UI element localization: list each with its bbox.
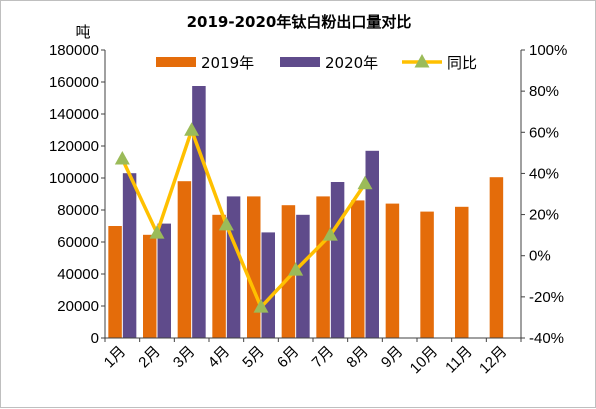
- right-tick-label: 20%: [529, 207, 559, 224]
- right-tick-label: 100%: [529, 42, 567, 59]
- yoy-point-marker: [322, 227, 338, 241]
- legend-label: 同比: [447, 54, 477, 72]
- right-tick-label: -20%: [529, 289, 564, 306]
- bars: [108, 86, 504, 338]
- left-tick-label: 180000: [49, 42, 99, 59]
- x-category-label: 10月: [407, 343, 441, 377]
- right-tick-label: -40%: [529, 330, 564, 347]
- left-tick-label: 40000: [57, 266, 99, 283]
- x-category-label: 1月: [101, 343, 130, 372]
- bar-2020年: [122, 173, 137, 338]
- left-tick-label: 160000: [49, 74, 99, 91]
- yoy-point-marker: [218, 216, 234, 231]
- left-tick-label: 100000: [49, 170, 99, 187]
- x-category-label: 12月: [476, 343, 510, 377]
- left-tick-label: 20000: [57, 298, 99, 315]
- x-category-label: 7月: [309, 343, 338, 372]
- legend: 2019年 2020年 同比: [156, 54, 477, 72]
- bar-2020年: [330, 182, 345, 338]
- legend-marker-同比: [414, 54, 430, 68]
- left-axis-ticks: 0 20000 40000 60000 80000 100000 120000 140000 1…: [49, 42, 99, 347]
- bar-2020年: [226, 196, 241, 338]
- legend-swatch-2019年: [156, 57, 196, 67]
- yoy-point-marker: [253, 299, 269, 313]
- bar-2020年: [157, 223, 171, 338]
- yoy-point-marker: [288, 262, 304, 276]
- right-tick-label: 40%: [529, 165, 559, 182]
- legend-label: 2020年: [325, 54, 378, 72]
- yoy-point-marker: [184, 122, 200, 136]
- bar-2019年: [143, 234, 157, 338]
- bar-2020年: [192, 86, 206, 338]
- bar-2020年: [296, 214, 310, 338]
- bar-2019年: [316, 196, 330, 338]
- x-category-label: 2月: [135, 343, 164, 372]
- bar-2019年: [420, 211, 434, 338]
- left-tick-label: 140000: [49, 106, 99, 123]
- bar-2020年: [261, 232, 275, 338]
- bar-2019年: [385, 203, 400, 338]
- yoy-point-marker: [357, 175, 373, 190]
- x-axis-labels: 1月 2月 3月 4月 5月 6月 7月 8月 9月 10月 11月 12月: [101, 343, 511, 377]
- chart-title: 2019-2020年钛白粉出口量对比: [187, 13, 412, 31]
- bar-2019年: [455, 206, 469, 338]
- left-tick-label: 60000: [57, 234, 99, 251]
- yoy-line-path: [120, 128, 367, 309]
- right-axis-ticks: -40% -20% 0% 20% 40% 60% 80% 100%: [529, 42, 567, 347]
- x-category-label: 3月: [170, 343, 199, 372]
- right-tick-label: 60%: [529, 124, 559, 141]
- yoy-point-marker: [149, 225, 165, 239]
- x-category-label: 11月: [442, 343, 476, 377]
- yoy-line: [114, 122, 373, 313]
- bar-2019年: [351, 200, 365, 338]
- bar-2019年: [108, 226, 122, 338]
- x-category-label: 6月: [274, 343, 303, 372]
- yoy-point-marker: [114, 151, 130, 165]
- x-category-label: 4月: [205, 343, 234, 372]
- x-category-label: 9月: [378, 343, 407, 372]
- bar-2019年: [281, 205, 296, 338]
- legend-label: 2019年: [201, 54, 254, 72]
- left-tick-label: 80000: [57, 202, 99, 219]
- bar-2019年: [177, 181, 192, 338]
- left-tick-label: 120000: [49, 138, 99, 155]
- right-tick-label: 0%: [529, 248, 551, 265]
- right-tick-label: 80%: [529, 83, 559, 100]
- bar-2019年: [247, 196, 261, 338]
- bar-2019年: [212, 214, 226, 338]
- bar-2020年: [365, 150, 379, 338]
- left-tick-label: 0: [91, 330, 99, 347]
- legend-swatch-2020年: [280, 57, 320, 67]
- x-category-label: 8月: [343, 343, 372, 372]
- x-category-label: 5月: [239, 343, 268, 372]
- axes: [101, 49, 525, 342]
- bar-2019年: [489, 177, 504, 338]
- y-axis-unit: 吨: [75, 23, 90, 41]
